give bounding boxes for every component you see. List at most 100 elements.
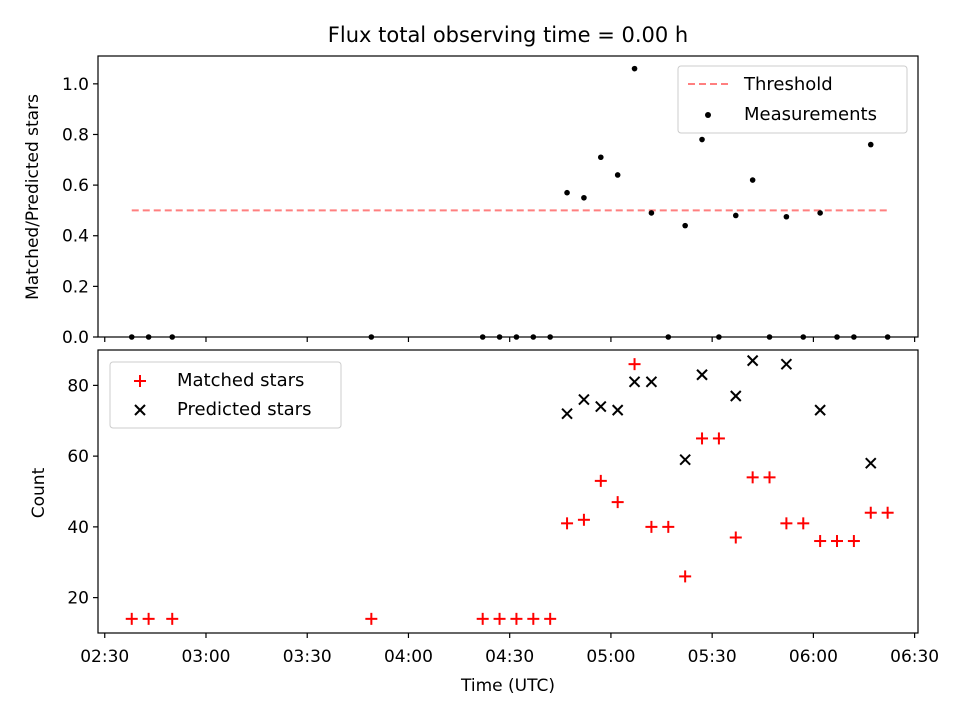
predicted-star-point-5 (645, 376, 658, 388)
matched-star-point-22 (780, 517, 793, 530)
top-legend-box (677, 65, 908, 134)
matched-star-point-18 (712, 432, 725, 445)
measurement-point-9 (564, 189, 570, 196)
top-ytick-label-3: 0.6 (62, 176, 89, 196)
top-legend: Threshold Measurements (677, 65, 908, 134)
predicted-star-stroke-b (814, 404, 826, 416)
top-ylabel: Matched/Predicted stars (23, 94, 43, 300)
predicted-star-point-10 (780, 358, 793, 370)
top-ytick-label-5: 1.0 (62, 75, 89, 95)
matched-star-point-7 (527, 612, 540, 625)
matched-star-point-10 (577, 513, 590, 526)
bottom-ytick-label-3: 80 (67, 376, 89, 396)
measurement-point-24 (817, 210, 823, 216)
bottom-ytick-label-1: 40 (67, 518, 89, 538)
measurement-point-10 (581, 194, 587, 201)
top-ytick-label-1: 0.2 (62, 277, 89, 297)
predicted-star-stroke-b (578, 393, 590, 406)
predicted-star-point-6 (679, 453, 691, 466)
predicted-star-stroke-b (611, 404, 624, 416)
predicted-star-point-8 (730, 390, 742, 402)
top-ytick-label-4: 0.8 (62, 125, 89, 145)
bottom-xtick-label-0: 02:30 (80, 647, 129, 667)
measurement-point-13 (631, 65, 638, 72)
legend-predicted-label: Predicted stars (177, 399, 311, 420)
matched-star-point-28 (881, 506, 894, 519)
bottom-xtick-label-5: 05:00 (586, 647, 635, 667)
measurement-point-22 (783, 213, 790, 220)
predicted-star-point-2 (595, 400, 607, 413)
bottom-ytick-label-2: 60 (67, 447, 89, 467)
predicted-star-stroke-b (561, 407, 573, 420)
top-panel: Flux total observing time = 0.00 h 0.00.… (23, 23, 919, 348)
matched-star-point-9 (561, 517, 574, 530)
bottom-xtick-label-6: 05:30 (688, 647, 737, 667)
bottom-panel: 02:30 03:00 03:30 04:00 04:30 05:00 05:30 06:00… (29, 349, 939, 696)
measurement-point-17 (699, 136, 705, 143)
predicted-star-point-9 (746, 354, 759, 367)
bottom-legend: Matched stars Predicted stars (109, 361, 342, 429)
matched-star-point-3 (365, 612, 378, 625)
predicted-star-stroke-b (746, 354, 759, 367)
bottom-xtick-label-3: 04:00 (384, 647, 433, 667)
matched-star-point-15 (662, 520, 675, 533)
matched-star-point-8 (544, 612, 557, 625)
measurement-point-14 (648, 210, 655, 216)
predicted-star-point-12 (865, 457, 877, 469)
legend-measurements-swatch (705, 112, 711, 118)
top-ytick-label-0: 0.0 (62, 328, 89, 348)
predicted-star-stroke-b (645, 376, 658, 388)
bottom-ylabel: Count (29, 467, 49, 518)
predicted-star-point-7 (696, 369, 708, 381)
chart-title: Flux total observing time = 0.00 h (328, 23, 688, 47)
matched-star-point-26 (847, 535, 860, 548)
matched-star-point-23 (797, 517, 810, 530)
predicted-star-stroke-b (730, 390, 742, 402)
predicted-star-stroke-b (679, 453, 691, 466)
predicted-star-point-11 (814, 404, 826, 416)
bottom-xtick-label-2: 03:30 (283, 647, 332, 667)
bottom-xtick-label-8: 06:30 (890, 647, 939, 667)
measurement-point-20 (749, 177, 756, 183)
measurement-point-16 (682, 222, 688, 229)
bottom-xaxis: 02:30 03:00 03:30 04:00 04:30 05:00 05:30 06:00… (80, 633, 939, 667)
matched-star-point-21 (763, 471, 776, 484)
measurement-point-12 (614, 172, 621, 178)
matched-star-point-13 (628, 358, 641, 371)
top-ytick-label-2: 0.4 (62, 227, 89, 247)
measurement-point-27 (867, 141, 874, 148)
legend-matched-swatch (134, 375, 146, 387)
predicted-star-stroke-b (595, 400, 607, 413)
matched-star-point-27 (864, 506, 877, 519)
top-yaxis: 0.0 0.2 0.4 0.6 0.8 1.0 (62, 75, 98, 348)
bottom-xtick-label-7: 06:00 (789, 647, 838, 667)
matched-star-point-0 (125, 612, 138, 625)
bottom-xlabel: Time (UTC) (460, 676, 555, 696)
matched-star-point-20 (746, 471, 759, 484)
matched-star-point-25 (831, 535, 844, 548)
bottom-xtick-label-1: 03:00 (181, 647, 230, 667)
predicted-star-point-4 (628, 376, 641, 388)
predicted-star-stroke-b (696, 369, 708, 381)
predicted-star-stroke-b (628, 376, 641, 388)
matched-star-point-24 (814, 535, 827, 548)
matched-star-point-14 (645, 520, 658, 533)
matched-star-point-1 (142, 612, 155, 625)
legend-matched-label: Matched stars (177, 370, 304, 391)
measurement-point-11 (597, 154, 604, 161)
legend-threshold-label: Threshold (743, 74, 833, 95)
predicted-star-point-3 (611, 404, 624, 416)
legend-predicted-swatch (134, 404, 146, 416)
measurement-point-19 (732, 212, 739, 219)
bottom-ytick-label-0: 20 (67, 589, 89, 609)
matched-star-point-4 (476, 612, 489, 625)
predicted-star-point-0 (561, 407, 573, 420)
matched-star-point-16 (679, 570, 692, 583)
matched-star-point-6 (510, 612, 523, 625)
matched-star-point-19 (729, 531, 742, 544)
bottom-axes-frame (97, 349, 919, 634)
top-axes-frame (97, 55, 919, 338)
bottom-plot-layer (125, 354, 894, 625)
bottom-xtick-label-4: 04:30 (485, 647, 534, 667)
